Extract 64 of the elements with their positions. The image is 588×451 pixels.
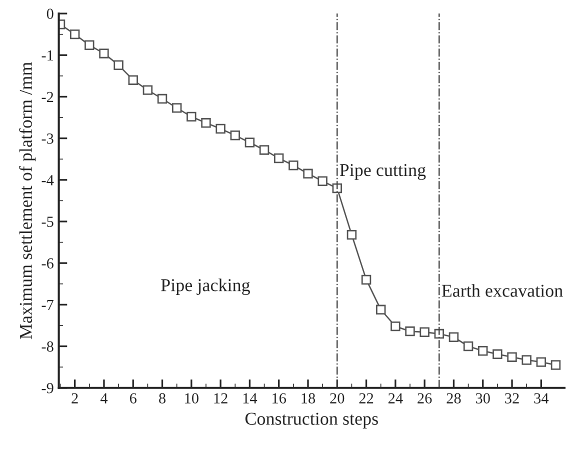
point [186, 112, 196, 122]
x-tick-label: 30 [476, 393, 490, 404]
point [114, 60, 124, 70]
point [288, 160, 298, 170]
point [448, 332, 459, 342]
x-tick-label: 28 [446, 393, 461, 404]
point [201, 118, 211, 128]
ref-line-label: Pipe cutting [340, 164, 426, 180]
x-tick-label: 20 [330, 393, 344, 404]
point [478, 346, 488, 356]
point [84, 40, 94, 50]
y-tick-label: -9 [42, 383, 54, 394]
annotation: Pipe jacking [161, 278, 250, 296]
x-tick-label: 12 [214, 393, 228, 404]
point [390, 321, 400, 332]
point [216, 124, 226, 134]
point [507, 352, 517, 362]
x-tick-label: 16 [272, 393, 286, 404]
point [318, 176, 328, 186]
x-tick-label: 22 [359, 393, 374, 404]
point [303, 168, 313, 179]
x-tick-label: 34 [534, 393, 549, 404]
point [172, 103, 182, 113]
y-tick-label: -6 [42, 258, 54, 269]
point [70, 29, 80, 40]
x-tick-label: 6 [130, 393, 136, 404]
point [128, 75, 138, 85]
y-tick-label: -5 [42, 216, 54, 227]
point [346, 230, 357, 240]
point [550, 360, 561, 370]
y-tick-label: -4 [42, 175, 54, 186]
point [244, 138, 255, 148]
point [157, 94, 168, 104]
x-tick-label: 32 [505, 393, 519, 404]
y-tick-label: -1 [42, 50, 54, 60]
y-axis-title: Maximum settlement of platform /mm [19, 62, 36, 340]
y-tick-label: -8 [42, 341, 54, 352]
point [142, 85, 153, 95]
point [536, 357, 546, 367]
point [463, 341, 474, 352]
point [274, 153, 284, 164]
x-tick-label: 4 [100, 393, 108, 404]
point [361, 274, 372, 285]
x-tick-label: 2 [72, 393, 78, 404]
ref-line-label: Earth excavation [442, 284, 563, 297]
point [420, 327, 430, 337]
point [99, 48, 109, 58]
x-tick-label: 10 [185, 393, 198, 404]
point [522, 355, 532, 365]
y-tick-label: -2 [42, 92, 54, 102]
x-tick-label: 14 [243, 393, 258, 404]
y-tick-label: 0 [46, 8, 54, 19]
y-tick-label: -3 [42, 133, 54, 144]
point [230, 130, 240, 140]
x-tick-label: 8 [159, 393, 166, 404]
x-tick-label: 24 [388, 393, 403, 404]
x-axis-title: Construction steps [245, 412, 378, 429]
x-tick-label: 26 [418, 393, 432, 404]
point [405, 326, 415, 336]
x-tick-label: 18 [302, 393, 316, 404]
point [492, 349, 502, 360]
point [259, 145, 270, 155]
point [376, 304, 386, 315]
y-tick-label: -7 [42, 300, 54, 310]
